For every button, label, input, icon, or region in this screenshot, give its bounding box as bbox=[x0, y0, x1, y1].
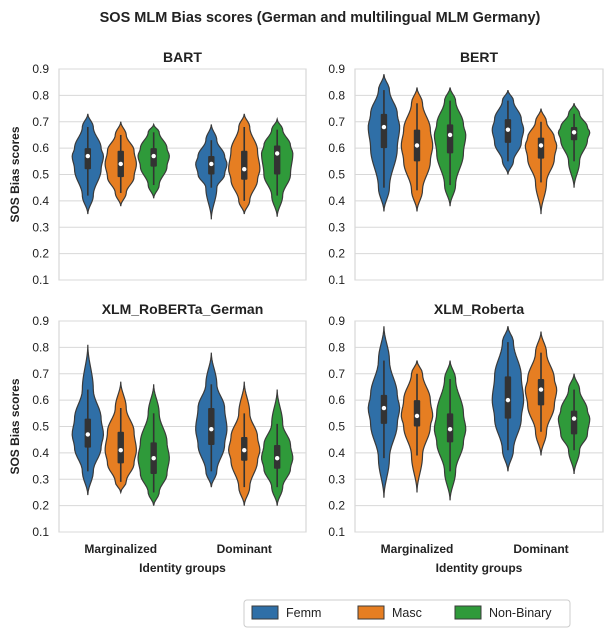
violin-iqr-box bbox=[208, 408, 215, 445]
y-tick-label: 0.2 bbox=[328, 247, 345, 261]
violin-median bbox=[505, 127, 511, 132]
violin-median bbox=[85, 432, 91, 437]
x-axis-label: Identity groups bbox=[436, 561, 523, 575]
violin-iqr-box bbox=[537, 137, 545, 159]
violin-iqr-box bbox=[273, 145, 281, 175]
violin-median bbox=[209, 161, 214, 167]
legend-label: Femm bbox=[286, 606, 321, 620]
violin-median bbox=[447, 426, 453, 432]
y-tick-label: 0.8 bbox=[328, 88, 345, 102]
legend-label: Masc bbox=[392, 606, 422, 620]
y-tick-label: 0.9 bbox=[32, 314, 49, 328]
y-tick-label: 0.6 bbox=[32, 393, 49, 407]
y-tick-label: 0.8 bbox=[328, 340, 345, 354]
y-tick-label: 0.2 bbox=[328, 499, 345, 513]
y-axis-label: SOS Bias scores bbox=[8, 378, 22, 474]
y-axis-label: SOS Bias scores bbox=[8, 126, 22, 222]
y-tick-label: 0.5 bbox=[328, 420, 345, 434]
violin-iqr-box bbox=[84, 148, 92, 170]
y-tick-label: 0.6 bbox=[328, 141, 345, 155]
violin-median bbox=[151, 455, 156, 461]
violin-iqr-box bbox=[446, 124, 454, 154]
chart-panel: 0.1 0.2 0.3 0.4 0.5 0.6 0.7 0.8 0.9 XLM_RoBERTa_G… bbox=[8, 301, 307, 575]
violin-median bbox=[151, 153, 156, 159]
panel-title: XLM_Roberta bbox=[434, 301, 524, 317]
y-tick-label: 0.8 bbox=[32, 88, 49, 102]
legend-box bbox=[243, 599, 571, 628]
y-tick-label: 0.4 bbox=[32, 194, 49, 208]
violin-iqr-box bbox=[413, 400, 421, 427]
y-tick-label: 0.3 bbox=[32, 220, 49, 234]
y-tick-label: 0.3 bbox=[32, 472, 49, 486]
violin-median bbox=[381, 124, 387, 130]
y-tick-label: 0.1 bbox=[32, 273, 49, 287]
x-tick-label: Dominant bbox=[513, 542, 568, 556]
violin-median bbox=[274, 455, 280, 461]
violin-median bbox=[571, 416, 577, 421]
violin-median bbox=[118, 161, 123, 167]
violin-median bbox=[274, 151, 280, 156]
y-tick-label: 0.7 bbox=[328, 115, 345, 129]
y-tick-label: 0.9 bbox=[32, 62, 49, 76]
violin-median bbox=[85, 153, 91, 159]
x-tick-label: Marginalized bbox=[381, 542, 454, 556]
violin-iqr-box bbox=[504, 376, 512, 419]
violin-median bbox=[447, 132, 453, 138]
violin-median bbox=[538, 143, 544, 148]
y-tick-label: 0.4 bbox=[328, 194, 345, 208]
x-tick-label: Marginalized bbox=[84, 542, 157, 556]
violin-iqr-box bbox=[117, 431, 124, 464]
legend-swatch bbox=[251, 605, 279, 620]
chart-panel: 0.1 0.2 0.3 0.4 0.5 0.6 0.7 0.8 0.9 XLM_Roberta Ma… bbox=[328, 301, 604, 575]
y-tick-label: 0.3 bbox=[328, 220, 345, 234]
y-tick-label: 0.8 bbox=[32, 340, 49, 354]
y-tick-label: 0.2 bbox=[32, 247, 49, 261]
y-tick-label: 0.5 bbox=[32, 168, 49, 182]
y-tick-label: 0.9 bbox=[328, 314, 345, 328]
y-tick-label: 0.9 bbox=[328, 62, 345, 76]
violin-median bbox=[209, 426, 214, 432]
legend-swatch bbox=[454, 605, 482, 620]
violin-median bbox=[414, 143, 420, 148]
violin-median bbox=[571, 130, 577, 135]
legend-swatch bbox=[357, 605, 385, 620]
y-tick-label: 0.6 bbox=[32, 141, 49, 155]
y-tick-label: 0.1 bbox=[328, 525, 345, 539]
chart-panel: 0.1 0.2 0.3 0.4 0.5 0.6 0.7 0.8 0.9 BERT bbox=[328, 49, 604, 287]
legend: Femm Masc Non-Binary bbox=[243, 599, 571, 628]
violin-median bbox=[505, 397, 511, 403]
y-tick-label: 0.6 bbox=[328, 393, 345, 407]
violin-iqr-box bbox=[570, 410, 578, 435]
legend-label: Non-Binary bbox=[489, 606, 552, 620]
violin-iqr-box bbox=[241, 150, 248, 180]
y-tick-label: 0.1 bbox=[328, 273, 345, 287]
violin-median bbox=[118, 448, 123, 453]
panel-title: XLM_RoBERTa_German bbox=[102, 301, 264, 317]
x-axis-label: Identity groups bbox=[139, 561, 226, 575]
violin-iqr-box bbox=[380, 113, 388, 149]
y-tick-label: 0.3 bbox=[328, 472, 345, 486]
violin-median bbox=[538, 387, 544, 392]
y-tick-label: 0.4 bbox=[32, 446, 49, 460]
y-tick-label: 0.5 bbox=[32, 420, 49, 434]
violin-median bbox=[242, 167, 247, 172]
x-tick-label: Dominant bbox=[217, 542, 272, 556]
y-tick-label: 0.7 bbox=[328, 367, 345, 381]
violin-median bbox=[242, 448, 247, 453]
chart-panel: 0.1 0.2 0.3 0.4 0.5 0.6 0.7 0.8 0.9 BART SOS Bias … bbox=[8, 49, 307, 287]
figure-title: SOS MLM Bias scores (German and multilin… bbox=[100, 10, 541, 26]
panel-title: BERT bbox=[460, 49, 499, 65]
panel-title: BART bbox=[163, 49, 202, 65]
y-tick-label: 0.2 bbox=[32, 499, 49, 513]
violin-median bbox=[414, 413, 420, 419]
y-tick-label: 0.7 bbox=[32, 115, 49, 129]
y-tick-label: 0.5 bbox=[328, 168, 345, 182]
y-tick-label: 0.7 bbox=[32, 367, 49, 381]
y-tick-label: 0.4 bbox=[328, 446, 345, 460]
violin-iqr-box bbox=[537, 379, 545, 406]
y-tick-label: 0.1 bbox=[32, 525, 49, 539]
violin-median bbox=[381, 405, 387, 411]
